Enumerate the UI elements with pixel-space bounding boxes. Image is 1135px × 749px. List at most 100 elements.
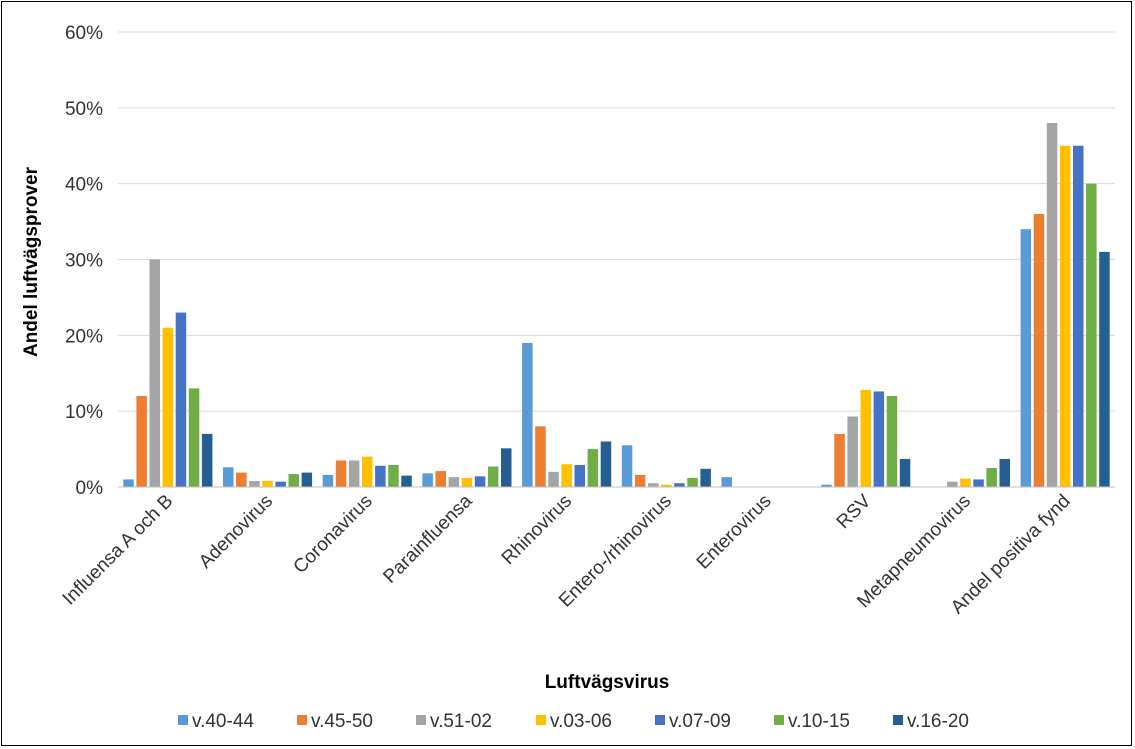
bar <box>561 464 572 487</box>
bar <box>1046 123 1058 487</box>
bar <box>435 471 446 487</box>
bar <box>535 426 546 487</box>
x-axis-title: Luftvägsvirus <box>545 672 670 693</box>
bar <box>621 445 633 487</box>
bar <box>860 389 871 487</box>
bar <box>501 448 512 487</box>
y-tick-label: 50% <box>65 99 103 120</box>
bar <box>123 479 134 487</box>
y-tick-label: 20% <box>65 326 103 347</box>
bar <box>834 433 845 487</box>
legend-swatch <box>536 715 546 725</box>
bar <box>947 481 958 487</box>
bar <box>375 465 386 487</box>
bar <box>262 480 273 487</box>
bar <box>899 458 911 487</box>
bar <box>335 460 347 487</box>
y-axis-ticks: 0% 10% 20% 30% 40% 50% 60% <box>65 23 103 499</box>
bar <box>348 460 360 487</box>
bar <box>700 468 711 487</box>
bar <box>288 474 299 487</box>
bar <box>1059 145 1071 487</box>
legend-label: v.07-09 <box>669 711 731 732</box>
x-tick-label: Enterovirus <box>693 491 776 574</box>
bar <box>634 474 646 487</box>
bar <box>973 479 984 487</box>
legend: v.40-44 v.45-50 v.51-02 v.03-06 v.07-09 v.10-… <box>178 711 969 732</box>
bar <box>1073 145 1084 487</box>
bar <box>661 484 672 487</box>
bar <box>1099 251 1110 487</box>
bar <box>162 327 174 487</box>
x-axis-ticks: Influensa A och B Adenovirus Coronavirus Pa… <box>59 490 1075 618</box>
bar <box>487 466 499 487</box>
bar <box>201 433 213 487</box>
bar <box>648 483 659 487</box>
y-tick-label: 10% <box>65 402 103 423</box>
bars <box>123 123 1110 487</box>
legend-swatch <box>416 715 426 725</box>
bar <box>1086 183 1097 487</box>
legend-swatch <box>655 715 665 725</box>
bar <box>574 465 585 487</box>
bar <box>687 477 698 487</box>
x-tick-label: RSV <box>833 490 876 533</box>
y-tick-label: 0% <box>76 478 104 499</box>
bar <box>249 480 260 487</box>
bar <box>136 396 147 487</box>
bar <box>422 473 433 487</box>
bar <box>986 468 997 487</box>
bar <box>548 471 559 487</box>
bar <box>600 441 612 487</box>
legend-swatch <box>774 715 784 725</box>
bar <box>1033 214 1045 487</box>
bar <box>873 391 885 487</box>
legend-label: v.40-44 <box>192 711 254 732</box>
bar <box>401 475 412 487</box>
legend-swatch <box>297 715 307 725</box>
bar <box>587 449 599 487</box>
bar <box>188 388 200 487</box>
y-axis-title: Andel luftvägsprover <box>21 166 42 357</box>
legend-swatch <box>893 715 903 725</box>
bar <box>322 474 334 487</box>
bar <box>461 477 473 487</box>
bar <box>236 472 247 487</box>
bar <box>999 458 1010 487</box>
bar <box>175 312 187 487</box>
legend-label: v.03-06 <box>550 711 612 732</box>
bar <box>960 478 971 487</box>
legend-label: v.45-50 <box>311 711 373 732</box>
bar <box>1020 229 1032 487</box>
bar <box>474 476 486 487</box>
bar <box>847 416 858 487</box>
legend-label: v.51-02 <box>430 711 492 732</box>
x-tick-label: Rhinovirus <box>498 491 576 569</box>
x-tick-label: Parainfluensa <box>379 490 476 587</box>
y-tick-label: 60% <box>65 23 103 44</box>
bar <box>223 467 234 487</box>
bar <box>362 456 373 487</box>
bar <box>301 472 313 487</box>
bar <box>674 483 685 487</box>
x-tick-label: Adenovirus <box>195 491 277 573</box>
bar <box>149 259 160 487</box>
bar <box>448 477 460 487</box>
bar <box>721 477 732 487</box>
bar <box>522 342 533 487</box>
gridlines <box>118 31 1115 412</box>
bar <box>275 481 286 487</box>
x-tick-label: Entero-/rhinovirus <box>555 491 676 612</box>
x-tick-label: Influensa A och B <box>59 491 178 610</box>
legend-swatch <box>178 715 188 725</box>
bar <box>388 465 399 487</box>
bar <box>886 396 898 487</box>
y-tick-label: 40% <box>65 175 103 196</box>
legend-label: v.16-20 <box>907 711 969 732</box>
x-tick-label: Coronavirus <box>290 491 377 578</box>
y-tick-label: 30% <box>65 251 103 272</box>
bar <box>821 484 832 487</box>
legend-label: v.10-15 <box>788 711 850 732</box>
